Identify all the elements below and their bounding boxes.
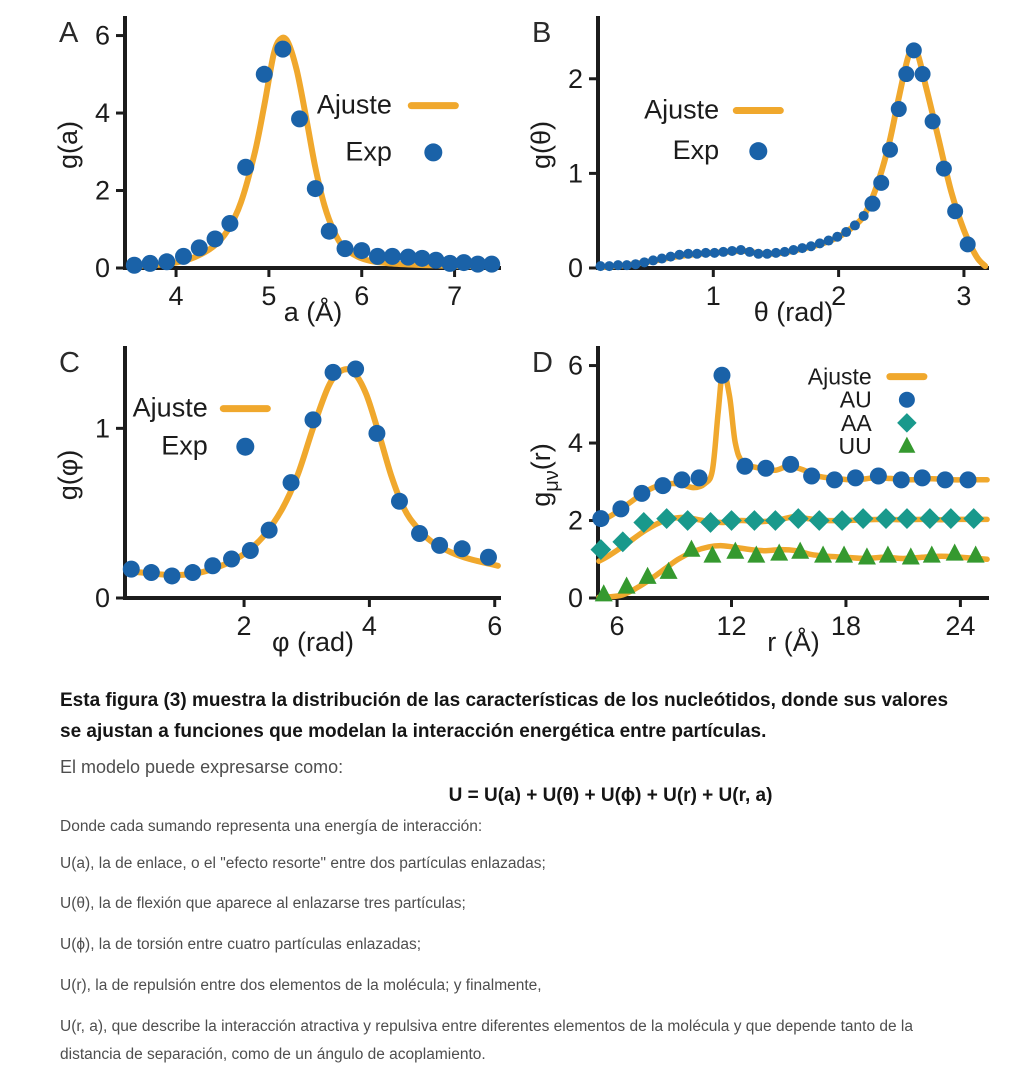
caption-term: U(r), la de repulsión entre dos elemento… [60, 977, 542, 995]
svg-text:1: 1 [95, 413, 110, 443]
svg-text:5: 5 [261, 281, 276, 311]
svg-text:g(θ): g(θ) [528, 121, 556, 169]
svg-text:3: 3 [956, 281, 971, 311]
svg-text:g(a): g(a) [55, 121, 83, 169]
caption-term: U(ϕ), la de torsión entre cuatro partícu… [60, 936, 422, 954]
svg-text:1: 1 [706, 281, 721, 311]
svg-text:0: 0 [568, 583, 583, 613]
svg-text:φ (rad): φ (rad) [272, 627, 354, 657]
svg-text:7: 7 [447, 281, 462, 311]
svg-text:0: 0 [95, 583, 110, 613]
svg-text:UU: UU [838, 433, 871, 459]
svg-text:g(φ): g(φ) [55, 450, 83, 501]
svg-text:4: 4 [362, 611, 377, 641]
svg-text:2: 2 [831, 281, 846, 311]
caption-term: U(a), la de enlace, o el "efecto resorte… [60, 854, 546, 872]
svg-text:24: 24 [945, 611, 975, 641]
svg-text:A: A [59, 17, 79, 49]
caption-model-intro: El modelo puede expresarse como: [60, 756, 344, 777]
svg-text:4: 4 [568, 428, 583, 458]
caption-block: Esta figura (3) muestra la distribución … [60, 686, 966, 1082]
svg-text:18: 18 [831, 611, 861, 641]
svg-text:Ajuste: Ajuste [133, 393, 208, 423]
svg-text:6: 6 [487, 611, 502, 641]
caption-equation: U = U(a) + U(θ) + U(ϕ) + U(r) + U(r, a) [448, 784, 773, 806]
svg-text:2: 2 [95, 176, 110, 206]
svg-text:Ajuste: Ajuste [317, 90, 392, 120]
svg-text:B: B [532, 17, 551, 49]
svg-text:r (Å): r (Å) [767, 626, 819, 657]
svg-text:θ (rad): θ (rad) [754, 297, 834, 327]
svg-text:gμν(r): gμν(r) [528, 443, 563, 507]
svg-text:1: 1 [568, 158, 583, 188]
svg-text:6: 6 [95, 21, 110, 51]
panel-a-chart: 4 5 6 7 0 2 4 6 a (Å) g(a) A Ajuste Exp [55, 16, 501, 327]
caption-lead: Esta figura (3) muestra la distribución … [60, 690, 949, 742]
svg-text:0: 0 [95, 253, 110, 283]
svg-text:D: D [532, 347, 553, 379]
svg-text:AU: AU [840, 387, 872, 413]
caption-term: U(r, a), que describe la interacción atr… [60, 1018, 913, 1063]
svg-text:6: 6 [610, 611, 625, 641]
caption-terms-intro: Donde cada sumando representa una energí… [60, 817, 483, 835]
svg-text:2: 2 [568, 506, 583, 536]
svg-text:Exp: Exp [673, 135, 720, 165]
panel-c-chart: 2 4 6 0 1 φ (rad) g(φ) C Ajuste Exp [55, 346, 502, 657]
svg-text:a (Å): a (Å) [284, 296, 343, 327]
svg-text:2: 2 [568, 64, 583, 94]
svg-text:Ajuste: Ajuste [808, 364, 872, 390]
svg-text:2: 2 [237, 611, 252, 641]
svg-text:Ajuste: Ajuste [644, 95, 719, 125]
caption-term: U(θ), la de flexión que aparece al enlaz… [60, 895, 466, 913]
svg-text:0: 0 [568, 253, 583, 283]
page: { "colors": { "fit_orange": "#F0A82D", "… [55, 16, 990, 1063]
svg-text:12: 12 [716, 611, 746, 641]
svg-text:4: 4 [169, 281, 184, 311]
svg-text:4: 4 [95, 98, 110, 128]
svg-text:6: 6 [354, 281, 369, 311]
svg-text:6: 6 [568, 351, 583, 381]
svg-text:Exp: Exp [161, 431, 208, 461]
svg-text:Exp: Exp [345, 136, 392, 166]
svg-text:AA: AA [841, 410, 872, 436]
svg-text:C: C [59, 347, 80, 379]
